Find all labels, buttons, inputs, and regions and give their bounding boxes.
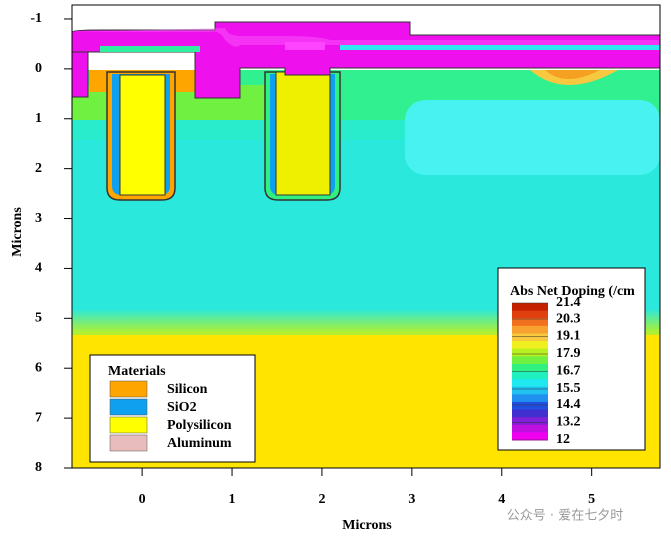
colorbar-swatch xyxy=(512,371,548,380)
colorbar-tick-label: 13.2 xyxy=(556,415,581,430)
y-tick-label: 6 xyxy=(35,360,42,375)
legend-swatch xyxy=(109,380,148,398)
colorbar-swatch xyxy=(512,325,548,334)
colorbar-tick-label: 12 xyxy=(556,432,570,447)
y-tick-label: 2 xyxy=(35,161,42,176)
legend-label: Aluminum xyxy=(167,436,232,451)
colorbar-swatch xyxy=(512,348,548,357)
x-tick-label: 4 xyxy=(498,492,505,507)
colorbar-swatch xyxy=(512,341,548,350)
watermark: 公众号 · 爱在七夕时 xyxy=(507,509,623,524)
colorbar-swatch xyxy=(512,432,548,441)
colorbar-tick-label: 14.4 xyxy=(556,397,581,412)
y-tick-label: 3 xyxy=(35,211,42,226)
legend-label: SiO2 xyxy=(167,400,197,415)
colorbar-swatch xyxy=(512,303,548,312)
x-tick-label: 5 xyxy=(588,492,595,507)
y-axis-label: Microns xyxy=(10,207,25,257)
legend-label: Silicon xyxy=(167,382,208,397)
y-tick-label: 1 xyxy=(35,111,42,126)
x-tick-label: 1 xyxy=(229,492,236,507)
colorbar-swatch xyxy=(512,310,548,319)
colorbar-swatch xyxy=(512,363,548,372)
colorbar-swatch xyxy=(512,401,548,411)
colorbar-swatch xyxy=(512,394,548,403)
colorbar-title: Abs Net Doping (/cm xyxy=(510,284,635,299)
colorbar-tick-label: 17.9 xyxy=(556,346,581,361)
y-tick-label: 4 xyxy=(35,261,42,276)
legend-title: Materials xyxy=(108,364,166,379)
x-tick-label: 0 xyxy=(139,492,146,507)
y-tick-label: 7 xyxy=(35,410,42,425)
colorbar-swatch xyxy=(512,417,548,426)
colorbar-tick-label: 20.3 xyxy=(556,311,581,326)
legend-swatch xyxy=(109,416,148,434)
colorbar-swatch xyxy=(512,409,548,418)
colorbar-swatch xyxy=(512,386,548,395)
x-tick-label: 3 xyxy=(408,492,415,507)
colorbar-swatch xyxy=(512,356,548,365)
y-tick-label: -1 xyxy=(30,11,42,26)
colorbar-tick-label: 16.7 xyxy=(556,364,581,379)
legend-label: Polysilicon xyxy=(167,418,232,433)
plot-frame xyxy=(71,4,661,469)
colorbar-swatch xyxy=(512,379,548,388)
colorbar-swatch xyxy=(512,333,548,342)
x-tick-label: 2 xyxy=(318,492,325,507)
colorbar-swatch xyxy=(512,424,548,433)
colorbar-swatch xyxy=(512,318,548,327)
legend-swatch xyxy=(109,434,148,452)
legend-swatch xyxy=(109,398,148,416)
colorbar-tick-label: 19.1 xyxy=(556,329,581,344)
y-tick-label: 0 xyxy=(35,61,42,76)
colorbar-tick-label: 15.5 xyxy=(556,381,581,396)
y-tick-label: 8 xyxy=(35,460,42,475)
y-tick-label: 5 xyxy=(35,311,42,326)
colorbar-tick-label: 21.4 xyxy=(556,295,581,310)
x-axis-label: Microns xyxy=(342,518,392,533)
